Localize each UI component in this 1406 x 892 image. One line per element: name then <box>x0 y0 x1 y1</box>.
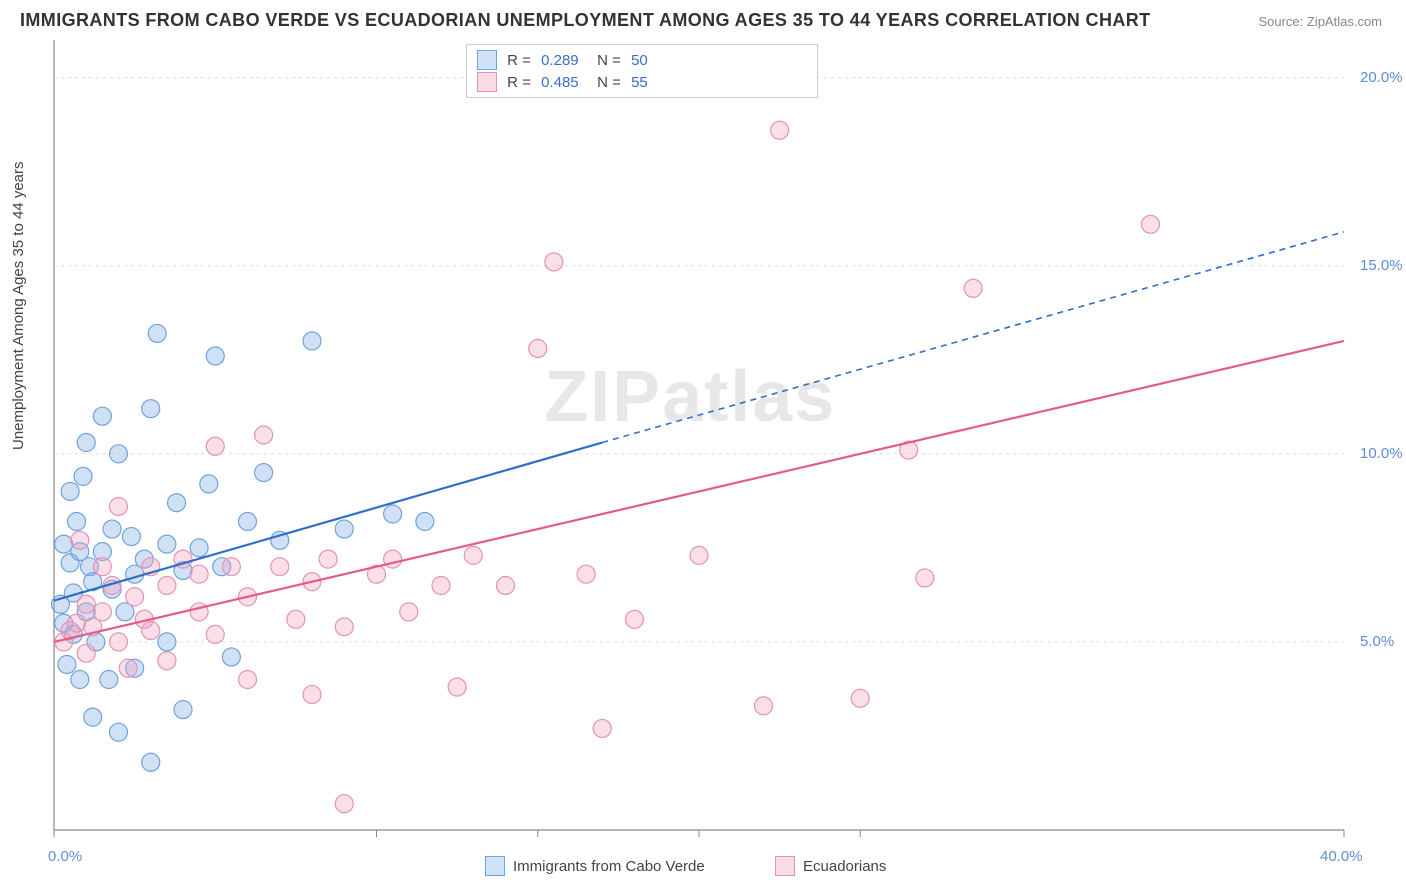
swatch-icon <box>477 72 497 92</box>
y-tick-label: 20.0% <box>1360 69 1403 86</box>
swatch-icon <box>477 50 497 70</box>
swatch-icon <box>775 856 795 876</box>
legend-label: Ecuadorians <box>803 858 886 875</box>
y-tick-label: 10.0% <box>1360 445 1403 462</box>
y-tick-label: 15.0% <box>1360 257 1403 274</box>
correlation-chart <box>0 0 1406 892</box>
legend-n-label: N = <box>585 52 625 69</box>
x-tick-label: 0.0% <box>48 848 82 865</box>
legend-n-label: N = <box>585 74 625 91</box>
legend-row: R = 0.485 N = 55 <box>477 71 807 93</box>
legend-r-value: 0.289 <box>541 52 579 69</box>
legend-series-2: Ecuadorians <box>775 856 886 876</box>
legend-label: Immigrants from Cabo Verde <box>513 858 705 875</box>
legend-series-1: Immigrants from Cabo Verde <box>485 856 705 876</box>
legend-stats: R = 0.289 N = 50 R = 0.485 N = 55 <box>466 44 818 98</box>
legend-r-label: R = <box>503 74 535 91</box>
legend-r-label: R = <box>503 52 535 69</box>
x-tick-label: 40.0% <box>1320 848 1363 865</box>
y-tick-label: 5.0% <box>1360 633 1394 650</box>
legend-n-value: 50 <box>631 52 648 69</box>
swatch-icon <box>485 856 505 876</box>
legend-r-value: 0.485 <box>541 74 579 91</box>
legend-n-value: 55 <box>631 74 648 91</box>
legend-row: R = 0.289 N = 50 <box>477 49 807 71</box>
